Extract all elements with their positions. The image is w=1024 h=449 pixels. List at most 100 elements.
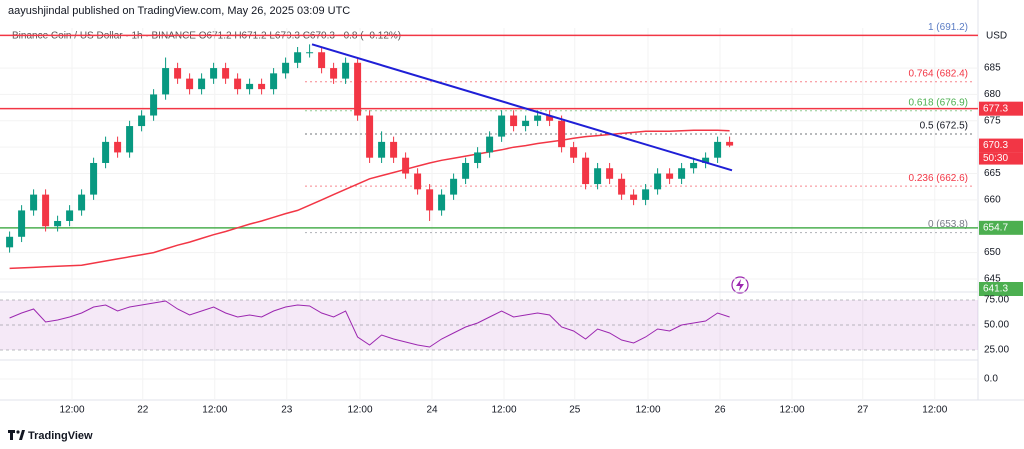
candle-body xyxy=(78,194,86,211)
candle-body xyxy=(150,94,158,116)
rsi-tick-label: 75.00 xyxy=(984,295,1009,306)
candle-body xyxy=(726,141,734,146)
legend: Binance Coin / US Dollar · 1h · BINANCE … xyxy=(12,31,401,42)
candle-body xyxy=(330,68,338,79)
currency: USD xyxy=(986,31,1007,42)
candle-body xyxy=(318,52,326,69)
candle-body xyxy=(30,194,38,211)
candle-body xyxy=(438,194,446,211)
price-box-label: 670.3 xyxy=(983,140,1008,151)
price-box-label: 641.3 xyxy=(983,284,1008,295)
candle-body xyxy=(426,189,434,211)
x-tick-label: 23 xyxy=(281,405,293,416)
x-tick-label: 12:00 xyxy=(347,405,372,416)
candle-body xyxy=(354,62,362,116)
candle-body xyxy=(246,83,254,90)
fib-label: 0.764 (682.4) xyxy=(909,68,969,79)
price-box-label: 654.7 xyxy=(983,222,1008,233)
trendline xyxy=(311,43,733,172)
candle-body xyxy=(54,220,62,227)
fib-label: 1 (691.2) xyxy=(928,22,968,33)
rsi-tick-label: 25.00 xyxy=(984,345,1009,356)
candle-body xyxy=(474,152,482,163)
candle-body xyxy=(282,62,290,74)
price-box xyxy=(979,101,1023,116)
candle-body xyxy=(510,115,518,127)
logo xyxy=(8,430,25,440)
candle-body xyxy=(546,115,554,121)
candle-body xyxy=(402,157,410,174)
x-tick-label: 12:00 xyxy=(59,405,84,416)
x-tick-label: 12:00 xyxy=(779,405,804,416)
candle-body xyxy=(66,210,74,221)
candle-body xyxy=(702,157,710,163)
rsi-line xyxy=(9,300,730,348)
x-tick-label: 12:00 xyxy=(635,405,660,416)
candle-body xyxy=(594,168,602,185)
candle-body xyxy=(378,141,386,158)
candle-body xyxy=(342,62,350,79)
candle-body xyxy=(210,68,218,79)
candle-body xyxy=(186,78,194,90)
candle-body xyxy=(570,147,578,158)
candle-body xyxy=(642,189,650,200)
candle-body xyxy=(654,173,662,190)
candle-body xyxy=(294,52,302,63)
candle-body xyxy=(666,173,674,179)
candle-body xyxy=(222,68,230,79)
y-tick-label: 680 xyxy=(984,89,1001,100)
candle-body xyxy=(450,178,458,195)
fib-label: 0.236 (662.6) xyxy=(909,173,969,184)
x-tick-label: 22 xyxy=(137,405,149,416)
countdown: 50:30 xyxy=(983,153,1008,164)
candle-body xyxy=(498,115,506,137)
brand: TradingView xyxy=(28,430,93,442)
candle-body xyxy=(306,52,314,54)
candle-body xyxy=(198,78,206,90)
candle-body xyxy=(714,141,722,158)
x-tick-label: 12:00 xyxy=(202,405,227,416)
x-tick-label: 26 xyxy=(714,405,726,416)
candle-body xyxy=(390,141,398,158)
candle-body xyxy=(270,73,278,90)
candle-body xyxy=(606,168,614,179)
y-tick-label: 685 xyxy=(984,63,1001,74)
price-box xyxy=(979,220,1023,235)
candle-body xyxy=(558,120,566,148)
macd-tick-label: 0.0 xyxy=(984,374,998,385)
rsi-tick-label: 50.00 xyxy=(984,320,1009,331)
y-tick-label: 665 xyxy=(984,168,1001,179)
header: aayushjindal published on TradingView.co… xyxy=(8,5,350,17)
candle-body xyxy=(138,115,146,127)
candle-body xyxy=(174,68,182,79)
price-box-label: 677.3 xyxy=(983,103,1008,114)
x-tick-label: 25 xyxy=(569,405,581,416)
candle-body xyxy=(486,136,494,153)
y-tick-label: 645 xyxy=(984,274,1001,285)
candle-body xyxy=(582,157,590,185)
candle-body xyxy=(126,126,134,153)
candle-body xyxy=(534,115,542,121)
candle-body xyxy=(522,120,530,127)
candle-body xyxy=(102,141,110,163)
x-tick-label: 24 xyxy=(426,405,438,416)
y-tick-label: 660 xyxy=(984,195,1001,206)
candle-body xyxy=(6,236,14,248)
candle-body xyxy=(678,168,686,179)
event-icon[interactable] xyxy=(731,276,749,294)
candle-body xyxy=(618,178,626,195)
candle-body xyxy=(234,78,242,90)
x-tick-label: 27 xyxy=(857,405,869,416)
candle-body xyxy=(630,194,638,200)
x-tick-label: 12:00 xyxy=(922,405,947,416)
candle-body xyxy=(366,115,374,158)
event-bolt xyxy=(736,279,744,291)
candle-body xyxy=(162,68,170,95)
fib-label: 0.5 (672.5) xyxy=(920,121,968,132)
y-tick-label: 650 xyxy=(984,247,1001,258)
fib-label: 0 (653.8) xyxy=(928,219,968,230)
candle-body xyxy=(462,162,470,179)
candle-body xyxy=(114,141,122,153)
